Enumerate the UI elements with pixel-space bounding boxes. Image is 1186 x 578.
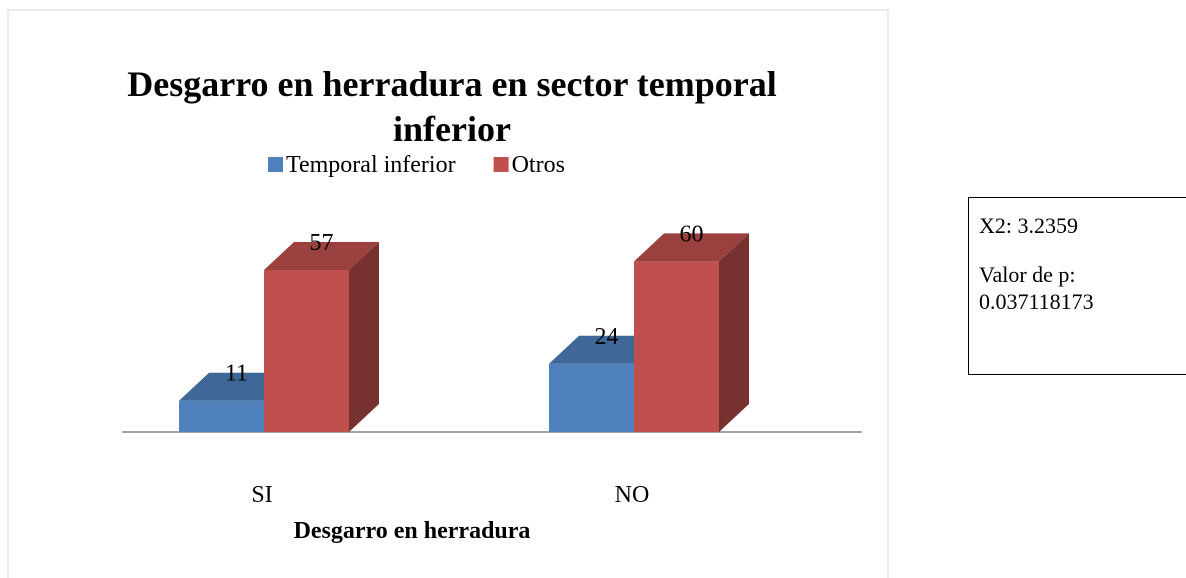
data-label: 24 — [595, 324, 619, 350]
bar — [264, 269, 349, 432]
x-axis-title: Desgarro en herradura — [294, 518, 531, 544]
legend-swatch — [493, 157, 509, 172]
title-line: inferior — [393, 109, 511, 149]
bar-top — [264, 241, 379, 270]
title-line: Desgarro en herradura en sector temporal — [127, 64, 777, 104]
stats-box: X2: 3.2359 Valor de p: 0.037118173 — [968, 197, 1186, 375]
annotation: Valor de p: 0.037118173 — [979, 262, 1094, 314]
bar — [179, 400, 264, 432]
x-tick-label: NO — [615, 482, 650, 508]
data-label: 11 — [225, 361, 248, 387]
data-label: 60 — [680, 221, 704, 247]
legend-label: Temporal inferior — [286, 152, 456, 178]
bar-top — [634, 233, 749, 262]
data-label: 57 — [310, 230, 334, 256]
bar — [549, 363, 634, 432]
chart-title: Desgarro en herradura en sector temporal… — [127, 64, 777, 149]
bar-side — [349, 241, 379, 432]
annotation: X2: 3.2359 — [979, 213, 1078, 238]
bar-side — [719, 233, 749, 432]
bar — [634, 261, 719, 432]
legend-label: Otros — [512, 152, 565, 178]
chart: Desgarro en herradura en sector temporal… — [7, 9, 889, 578]
legend-swatch — [268, 157, 283, 172]
x-tick-label: SI — [251, 482, 272, 508]
